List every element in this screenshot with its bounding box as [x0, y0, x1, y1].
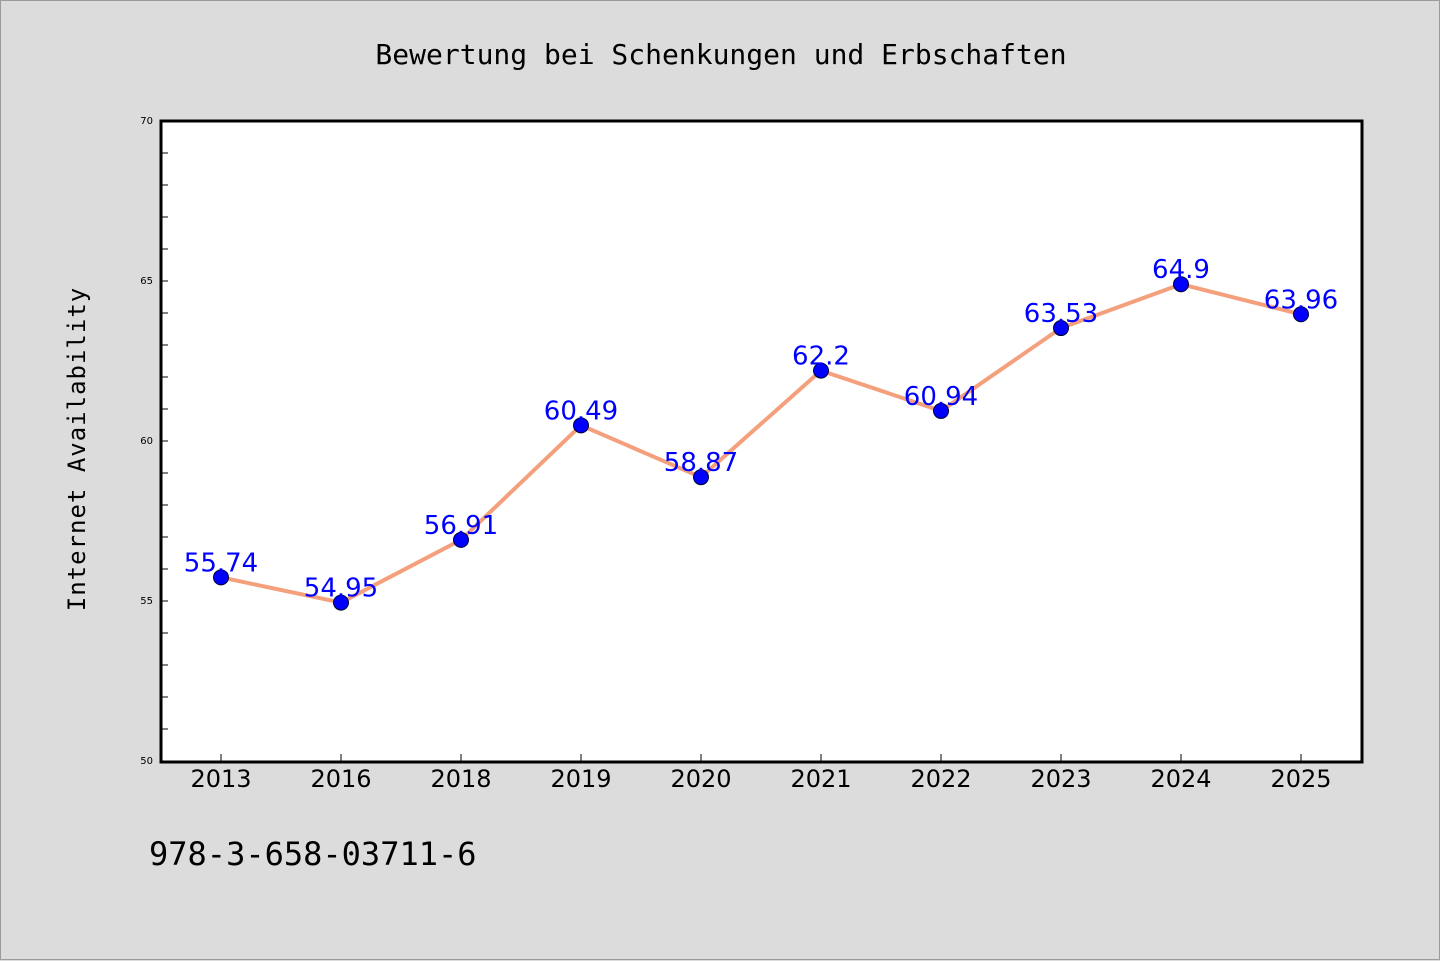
data-label: 54.95 — [304, 574, 378, 604]
data-point-marker — [813, 362, 829, 379]
series-line — [220, 282, 1302, 605]
x-tick-label: 2016 — [310, 765, 371, 793]
data-point-marker — [933, 402, 949, 419]
data-point-marker — [693, 469, 709, 486]
data-point-marker — [213, 569, 229, 586]
y-axis-ticks: 50 55 60 65 70 — [140, 116, 153, 767]
data-point-marker — [573, 417, 589, 434]
y-tick-label: 55 — [140, 596, 153, 607]
x-tick-label: 2020 — [670, 765, 731, 793]
x-tick-label: 2024 — [1150, 765, 1211, 793]
y-axis-label: Internet Availability — [63, 287, 91, 611]
chart-title: Bewertung bei Schenkungen und Erbschafte… — [375, 38, 1066, 71]
data-label: 60.94 — [904, 382, 978, 412]
x-tick-label: 2019 — [550, 765, 611, 793]
plot-border — [159, 119, 1364, 764]
data-label: 64.9 — [1152, 255, 1210, 285]
series-markers — [213, 276, 1309, 611]
data-point-marker — [1053, 320, 1069, 337]
footer-code: 978-3-658-03711-6 — [149, 835, 477, 873]
data-point-marker — [1173, 276, 1189, 293]
y-tick-label: 70 — [140, 116, 153, 127]
x-tick-label: 2025 — [1270, 765, 1331, 793]
plot-area — [161, 121, 1362, 762]
data-label: 60.49 — [544, 396, 618, 426]
x-tick-label: 2018 — [430, 765, 491, 793]
data-label: 56.91 — [424, 511, 498, 541]
data-label: 62.2 — [792, 342, 850, 372]
y-tick-label: 60 — [140, 436, 153, 447]
data-label: 63.96 — [1264, 285, 1338, 315]
data-labels: 55.74 54.95 56.91 60.49 58.87 62.2 60.94 63.53 6… — [184, 255, 1338, 603]
data-label: 58.87 — [664, 448, 738, 478]
x-tick-label: 2021 — [790, 765, 851, 793]
y-tick-label: 50 — [140, 756, 153, 767]
x-tick-label: 2022 — [910, 765, 971, 793]
x-axis-ticks: 2013 2016 2018 2019 2020 2021 2022 2023 2024 2025 — [190, 754, 1332, 793]
data-point-marker — [453, 531, 469, 548]
data-label: 55.74 — [184, 548, 258, 578]
data-point-marker — [1293, 306, 1309, 323]
x-tick-label: 2023 — [1030, 765, 1091, 793]
y-tick-label: 65 — [140, 276, 153, 287]
data-point-marker — [333, 594, 349, 611]
data-label: 63.53 — [1024, 299, 1098, 329]
x-tick-label: 2013 — [190, 765, 251, 793]
